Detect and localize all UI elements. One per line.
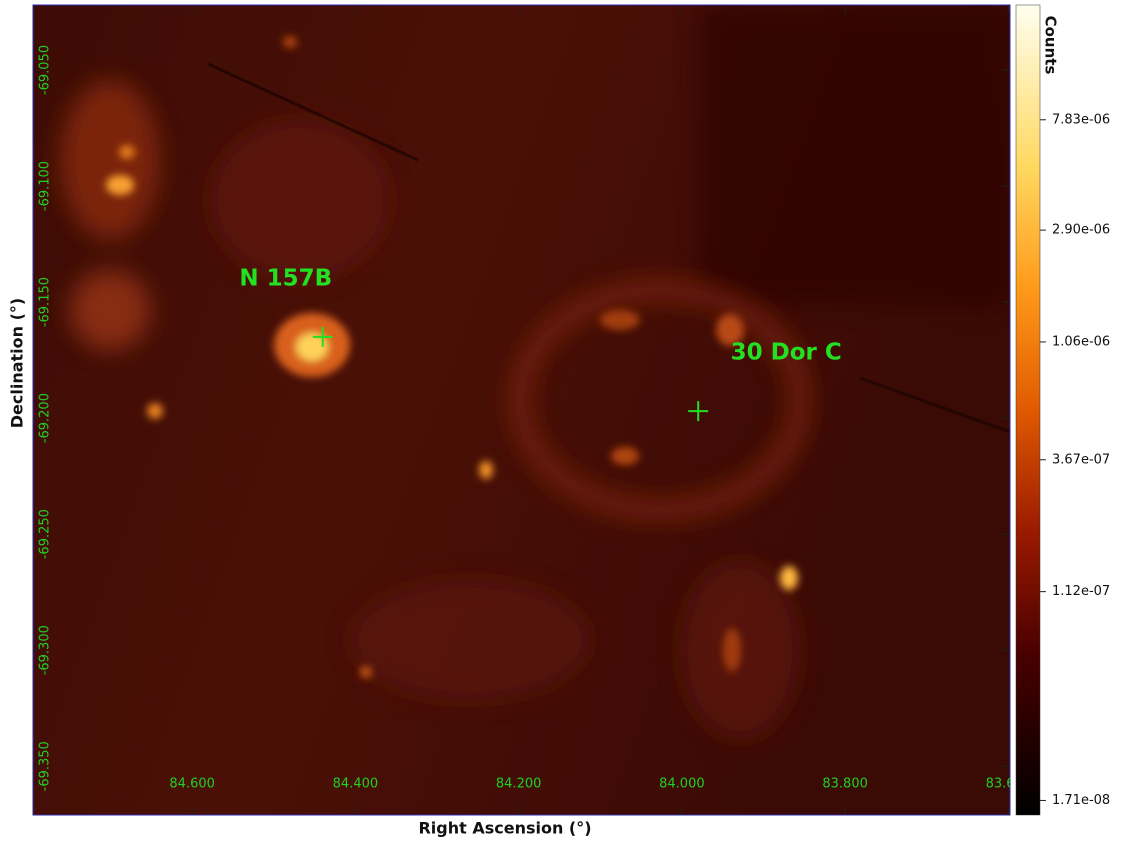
- y-tick-label: -69.150: [38, 277, 53, 327]
- y-tick-label: -69.250: [38, 509, 53, 559]
- source-label: N 157B: [239, 265, 332, 291]
- x-axis-title: Right Ascension (°): [418, 819, 591, 838]
- x-tick-label: 84.600: [169, 777, 215, 792]
- y-tick-label: -69.100: [38, 161, 53, 211]
- colorbar-tick-label: 1.12e-07: [1052, 584, 1110, 599]
- x-tick-label: 83.800: [822, 777, 868, 792]
- y-tick-label: -69.300: [38, 625, 53, 675]
- viewer: Right Ascension (°) Declination (°) Coun…: [0, 0, 1127, 841]
- colorbar-title: Counts: [1042, 16, 1060, 75]
- source-label: 30 Dor C: [731, 340, 842, 366]
- colorbar-tick-label: 1.71e-08: [1052, 793, 1110, 808]
- colorbar-tick-label: 1.06e-06: [1052, 334, 1110, 349]
- x-tick-label: 84.000: [659, 777, 705, 792]
- x-tick-label: 84.200: [496, 777, 542, 792]
- y-axis-title: Declination (°): [8, 298, 27, 428]
- colorbar-tick-label: 7.83e-06: [1052, 112, 1110, 127]
- colorbar-tick-label: 3.67e-07: [1052, 452, 1110, 467]
- y-tick-label: -69.350: [38, 741, 53, 791]
- y-tick-label: -69.050: [38, 45, 53, 95]
- colorbar-tick-label: 2.90e-06: [1052, 223, 1110, 238]
- y-tick-label: -69.200: [38, 393, 53, 443]
- colorbar: [1016, 5, 1040, 815]
- x-tick-label: 84.400: [333, 777, 379, 792]
- sky-image: [33, 5, 1010, 815]
